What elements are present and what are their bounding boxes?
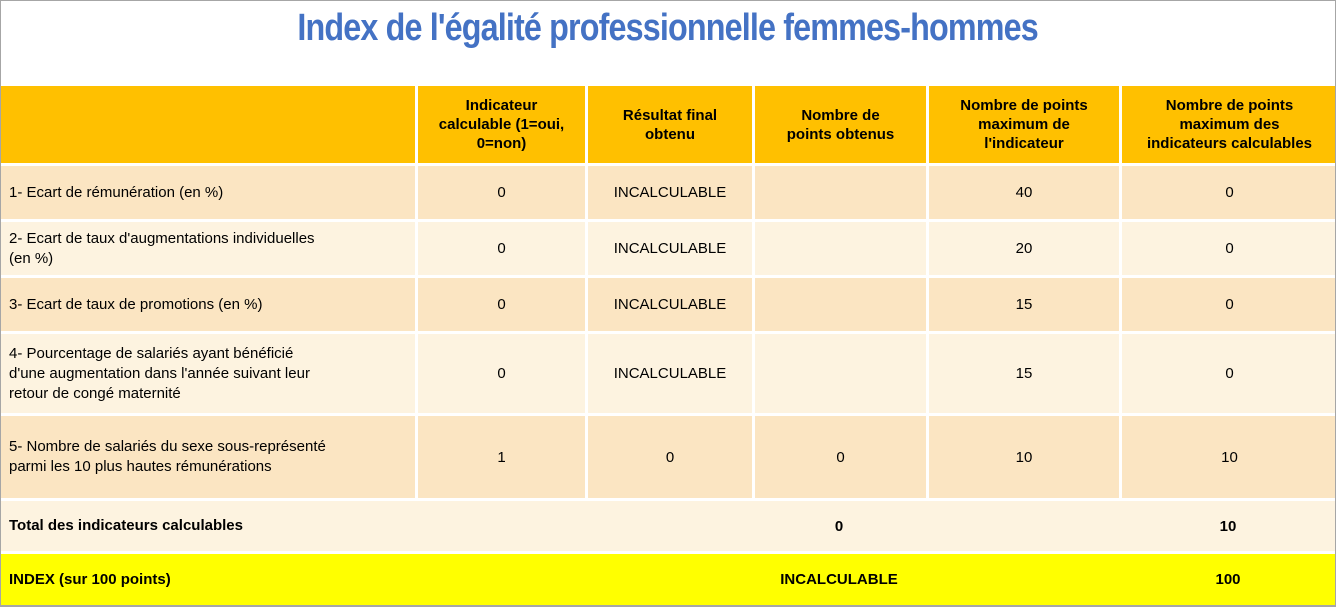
row-label: 2- Ecart de taux d'augmentations individ…	[1, 222, 415, 275]
row-label: 1- Ecart de rémunération (en %)	[1, 166, 415, 219]
cell-points-max-calculables: 0	[1119, 334, 1335, 413]
total-spacer	[585, 501, 752, 551]
table-row-indicator-5: 5- Nombre de salariés du sexe sous-repré…	[1, 416, 1335, 498]
table-row-total: Total des indicateurs calculables 0 10	[1, 501, 1335, 551]
header-cell-indicateur-calculable: Indicateur calculable (1=oui, 0=non)	[415, 86, 585, 163]
index-value: 100	[1119, 554, 1335, 605]
cell-points-obtenus	[752, 334, 926, 413]
table-row-indicator-4: 4- Pourcentage de salariés ayant bénéfic…	[1, 334, 1335, 413]
cell-calculable: 1	[415, 416, 585, 498]
index-label: INDEX (sur 100 points)	[1, 554, 415, 605]
cell-points-max-calculables: 10	[1119, 416, 1335, 498]
cell-calculable: 0	[415, 166, 585, 219]
header-cell-empty	[1, 86, 415, 163]
cell-points-max-indicateur: 10	[926, 416, 1119, 498]
index-resultat: INCALCULABLE	[752, 554, 926, 605]
cell-resultat: INCALCULABLE	[585, 278, 752, 331]
table-row-indicator-3: 3- Ecart de taux de promotions (en %) 0 …	[1, 278, 1335, 331]
row-label: 4- Pourcentage de salariés ayant bénéfic…	[1, 334, 415, 413]
cell-calculable: 0	[415, 222, 585, 275]
cell-points-obtenus	[752, 222, 926, 275]
cell-points-max-calculables: 0	[1119, 222, 1335, 275]
row-label: 5- Nombre de salariés du sexe sous-repré…	[1, 416, 415, 498]
cell-points-obtenus	[752, 278, 926, 331]
cell-points-max-indicateur: 15	[926, 334, 1119, 413]
title-bar: Index de l'égalité professionnelle femme…	[1, 1, 1335, 86]
cell-calculable: 0	[415, 334, 585, 413]
index-spacer	[415, 554, 585, 605]
total-label: Total des indicateurs calculables	[1, 501, 415, 551]
cell-resultat: INCALCULABLE	[585, 166, 752, 219]
cell-points-max-calculables: 0	[1119, 166, 1335, 219]
total-points-max-calculables: 10	[1119, 501, 1335, 551]
cell-resultat: INCALCULABLE	[585, 334, 752, 413]
cell-resultat: INCALCULABLE	[585, 222, 752, 275]
header-cell-points-max-calculables: Nombre de points maximum des indicateurs…	[1119, 86, 1335, 163]
table-row-indicator-2: 2- Ecart de taux d'augmentations individ…	[1, 222, 1335, 275]
index-spacer	[926, 554, 1119, 605]
total-points-obtenus: 0	[752, 501, 926, 551]
table-row-index: INDEX (sur 100 points) INCALCULABLE 100	[1, 554, 1335, 605]
equality-index-table: Indicateur calculable (1=oui, 0=non) Rés…	[1, 86, 1335, 605]
cell-calculable: 0	[415, 278, 585, 331]
table-header-row: Indicateur calculable (1=oui, 0=non) Rés…	[1, 86, 1335, 163]
cell-points-max-indicateur: 20	[926, 222, 1119, 275]
cell-points-obtenus	[752, 166, 926, 219]
cell-points-max-calculables: 0	[1119, 278, 1335, 331]
header-cell-resultat-final: Résultat final obtenu	[585, 86, 752, 163]
cell-points-max-indicateur: 40	[926, 166, 1119, 219]
table-row-indicator-1: 1- Ecart de rémunération (en %) 0 INCALC…	[1, 166, 1335, 219]
cell-points-obtenus: 0	[752, 416, 926, 498]
index-spacer	[585, 554, 752, 605]
total-spacer	[926, 501, 1119, 551]
header-cell-points-obtenus: Nombre de points obtenus	[752, 86, 926, 163]
cell-points-max-indicateur: 15	[926, 278, 1119, 331]
row-label: 3- Ecart de taux de promotions (en %)	[1, 278, 415, 331]
total-spacer	[415, 501, 585, 551]
page-title: Index de l'égalité professionnelle femme…	[297, 7, 1039, 49]
header-cell-points-max-indicateur: Nombre de points maximum de l'indicateur	[926, 86, 1119, 163]
cell-resultat: 0	[585, 416, 752, 498]
